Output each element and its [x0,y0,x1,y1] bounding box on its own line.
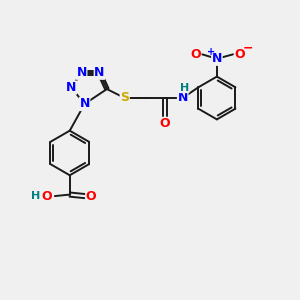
Text: N: N [94,66,105,79]
Text: N: N [212,52,222,65]
Text: O: O [234,48,245,61]
Text: N: N [76,66,87,79]
Text: O: O [86,190,97,202]
Text: N: N [178,92,188,104]
Text: −: − [243,42,253,55]
Text: N: N [66,81,76,94]
Text: O: O [190,48,201,61]
Text: N: N [80,98,90,110]
Text: H: H [180,82,189,93]
Text: O: O [41,190,52,202]
Text: H: H [31,191,40,201]
Text: O: O [160,117,170,130]
Text: S: S [120,92,129,104]
Text: +: + [208,47,216,57]
